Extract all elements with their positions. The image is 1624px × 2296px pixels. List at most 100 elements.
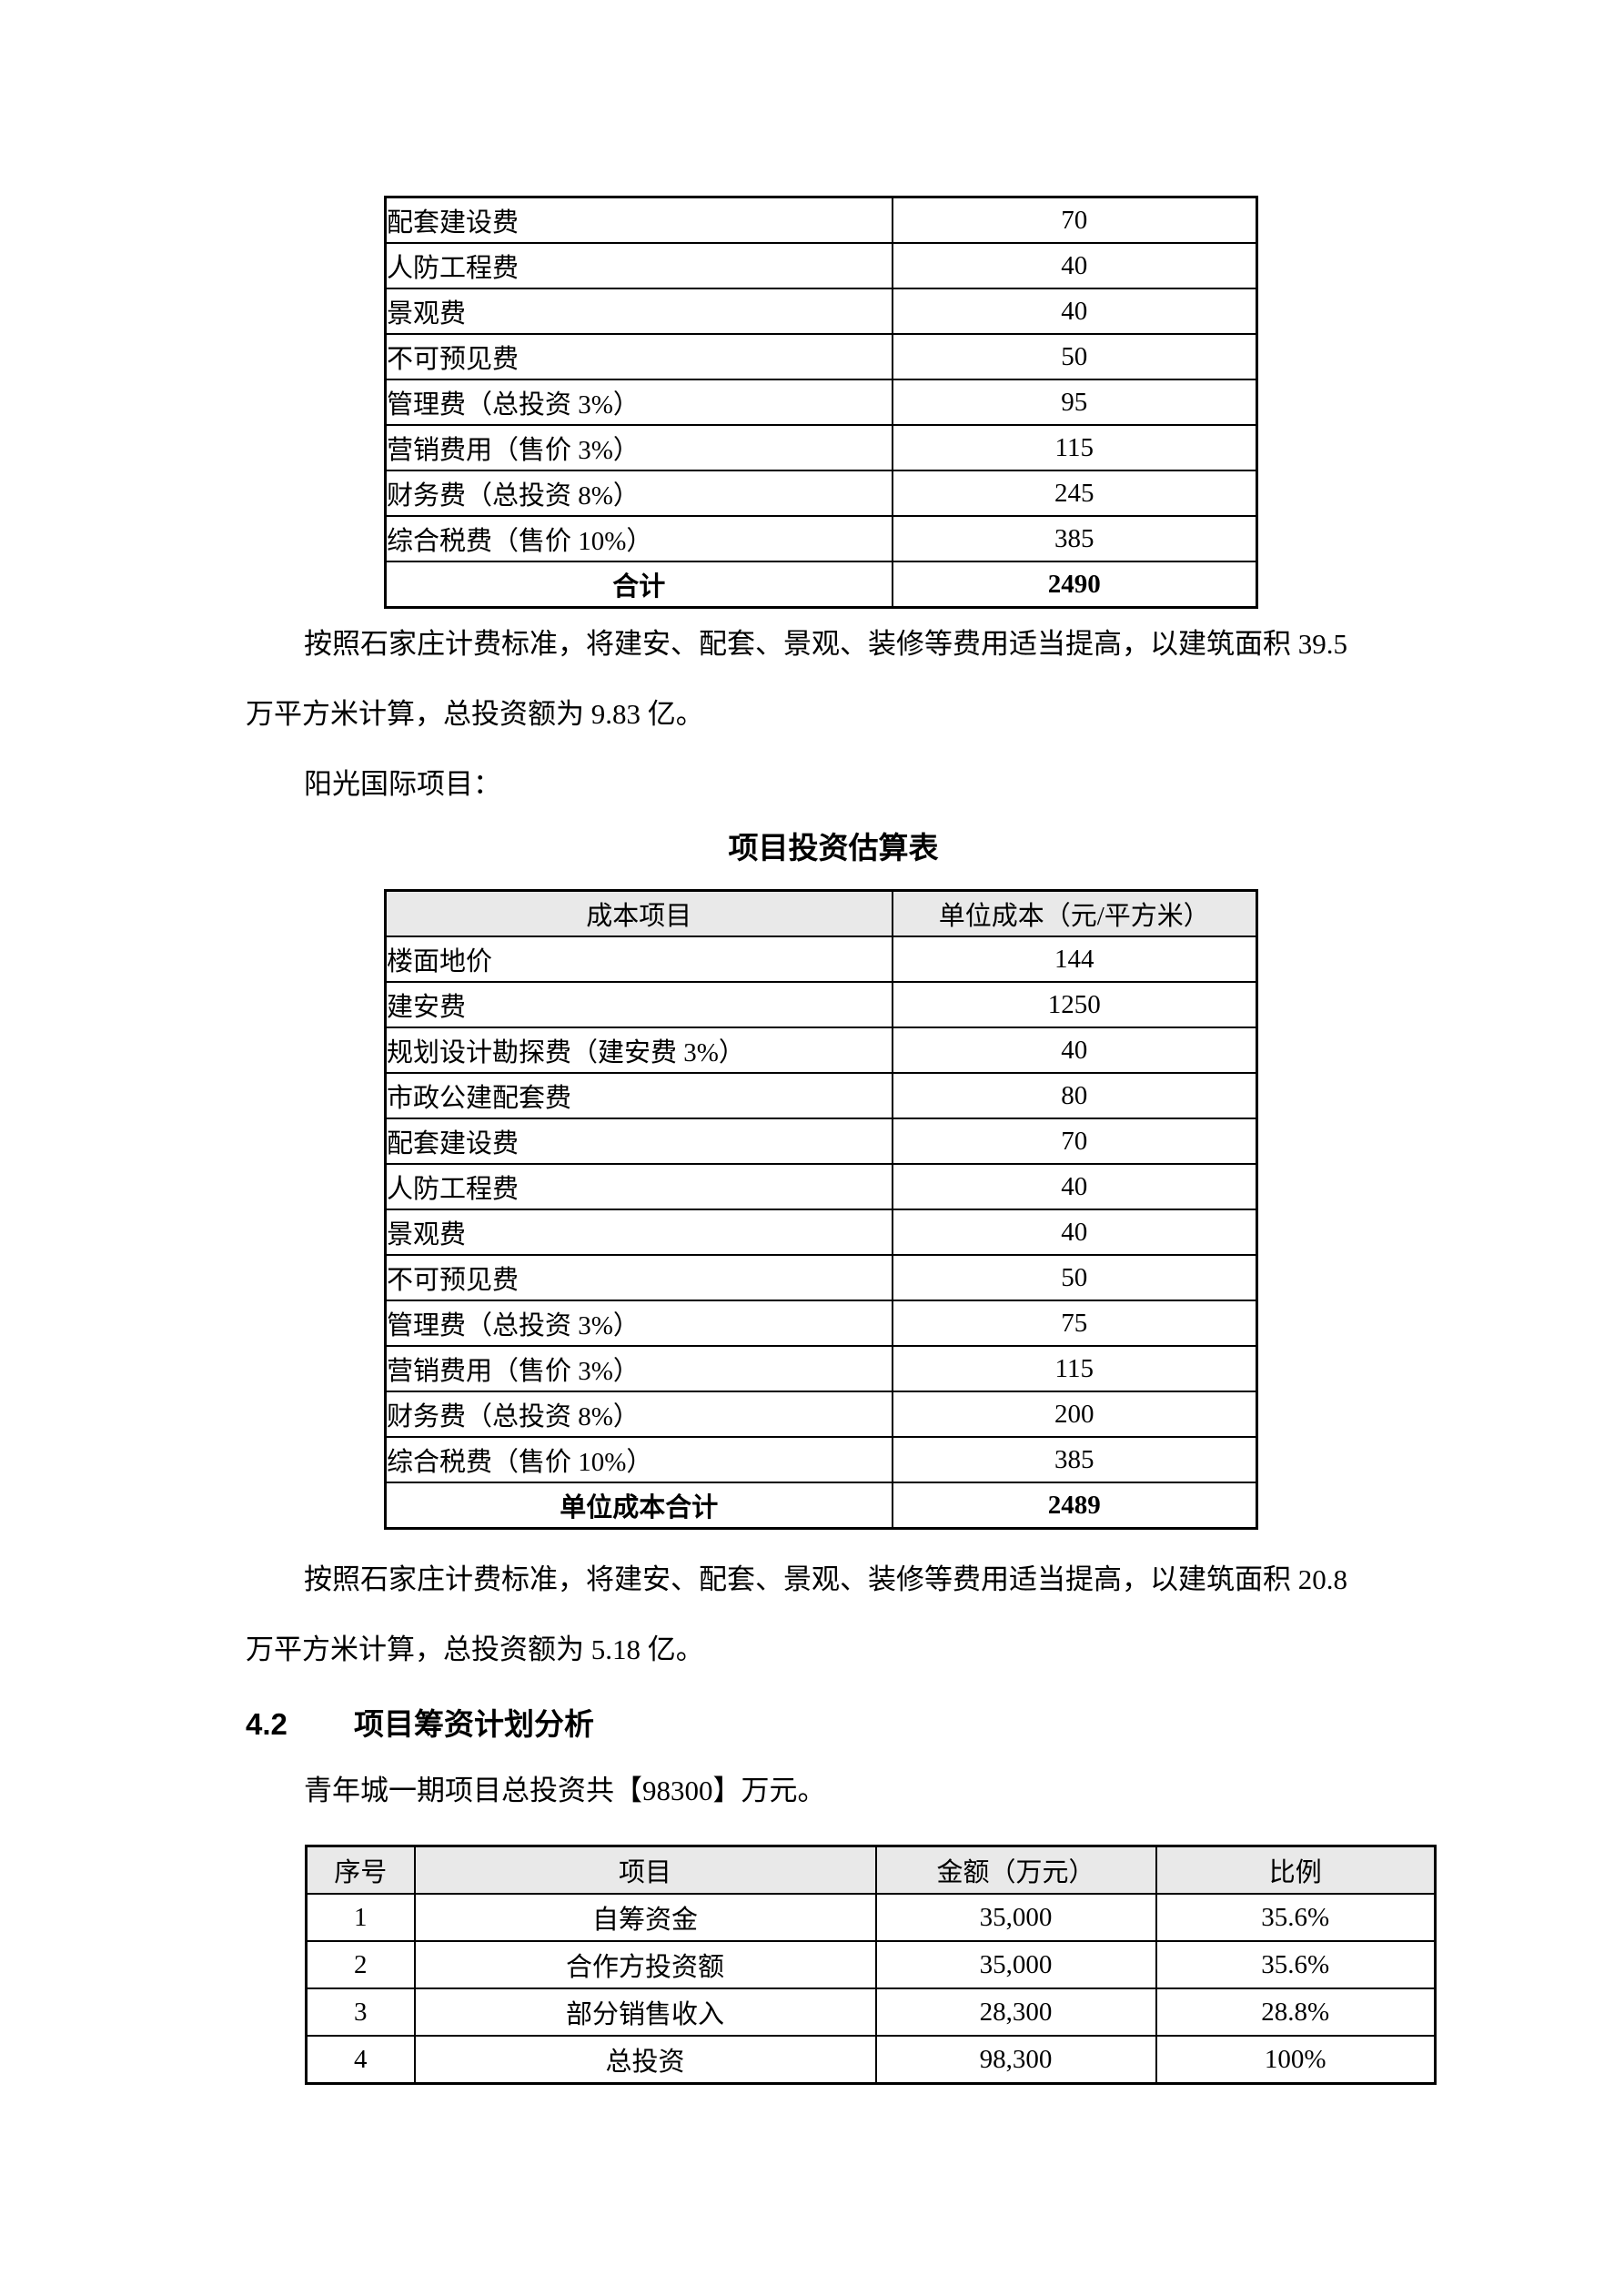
table-header-row: 序号 项目 金额（万元） 比例 [305,1845,1437,1895]
header-cell: 单位成本（元/平方米） [891,889,1258,937]
cost-value-cell: 75 [891,1300,1258,1347]
cost-item-cell: 不可预见费 [384,333,893,380]
table-row: 不可预见费 50 [384,1254,1258,1301]
cost-item-cell: 营销费用（售价 3%） [384,1345,893,1392]
table-row: 管理费（总投资 3%） 75 [384,1300,1258,1347]
ratio-cell: 28.8% [1155,1988,1437,2037]
cost-item-cell: 不可预见费 [384,1254,893,1301]
table-row: 建安费 1250 [384,981,1258,1028]
item-cell: 合作方投资额 [413,1940,877,1989]
cost-value-cell: 40 [891,1209,1258,1256]
paragraph-text: 青年城一期项目总投资共【98300】万元。 [304,1775,826,1806]
header-cell: 比例 [1155,1845,1437,1895]
cost-value-cell: 200 [891,1391,1258,1438]
table-row: 市政公建配套费 80 [384,1072,1258,1119]
row-number-cell: 4 [305,2035,416,2085]
cost-value-cell: 70 [891,196,1258,244]
cost-value-cell: 95 [891,379,1258,426]
paragraph-text: 按照石家庄计费标准，将建安、配套、景观、装修等费用适当提高，以建筑面积 39.5 [304,628,1347,660]
table-row: 财务费（总投资 8%） 245 [384,470,1258,517]
table-total-row: 单位成本合计 2489 [384,1482,1258,1530]
row-number-cell: 3 [305,1988,416,2037]
cost-item-cell: 综合税费（售价 10%） [384,1436,893,1483]
table-title: 项目投资估算表 [728,833,939,865]
table-row: 财务费（总投资 8%） 200 [384,1391,1258,1438]
cost-item-cell: 人防工程费 [384,1163,893,1210]
table-row: 景观费 40 [384,288,1258,335]
table-row: 3 部分销售收入 28,300 28.8% [305,1988,1437,2037]
cost-item-cell: 景观费 [384,288,893,335]
table-total-row: 合计 2490 [384,561,1258,609]
cost-item-cell: 综合税费（售价 10%） [384,515,893,562]
cost-value-cell: 40 [891,242,1258,289]
table-row: 1 自筹资金 35,000 35.6% [305,1893,1437,1942]
cost-item-cell: 管理费（总投资 3%） [384,379,893,426]
amount-cell: 28,300 [874,1988,1157,2037]
cost-estimate-table-yangguang: 成本项目 单位成本（元/平方米） 楼面地价 144 建安费 1250 规划设计勘… [384,889,1258,1530]
table-row: 配套建设费 70 [384,1118,1258,1165]
table-row: 4 总投资 98,300 100% [305,2035,1437,2085]
cost-item-cell: 财务费（总投资 8%） [384,1391,893,1438]
cost-item-cell: 景观费 [384,1209,893,1256]
section-heading: 4.2 项目筹资计划分析 [246,1700,594,1744]
table-row: 不可预见费 50 [384,333,1258,380]
cost-item-cell: 规划设计勘探费（建安费 3%） [384,1027,893,1074]
cost-value-cell: 40 [891,288,1258,335]
table-row: 营销费用（售价 3%） 115 [384,1345,1258,1392]
table-row: 人防工程费 40 [384,242,1258,289]
table-row: 综合税费（售价 10%） 385 [384,515,1258,562]
cost-value-cell: 50 [891,1254,1258,1301]
amount-cell: 35,000 [874,1893,1157,1942]
paragraph-text: 万平方米计算，总投资额为 9.83 亿。 [246,698,704,730]
cost-item-cell: 建安费 [384,981,893,1028]
cost-item-cell: 配套建设费 [384,1118,893,1165]
row-number-cell: 1 [305,1893,416,1942]
amount-cell: 98,300 [874,2035,1157,2085]
table-row: 景观费 40 [384,1209,1258,1256]
funding-plan-table: 序号 项目 金额（万元） 比例 1 自筹资金 35,000 35.6% 2 合作… [305,1845,1437,2085]
cost-value-cell: 385 [891,515,1258,562]
cost-value-cell: 1250 [891,981,1258,1028]
table-row: 规划设计勘探费（建安费 3%） 40 [384,1027,1258,1074]
header-cell: 项目 [413,1845,877,1895]
cost-item-cell: 人防工程费 [384,242,893,289]
item-cell: 总投资 [413,2035,877,2085]
cost-item-cell: 市政公建配套费 [384,1072,893,1119]
item-cell: 部分销售收入 [413,1988,877,2037]
header-cell: 成本项目 [384,889,893,937]
cost-value-cell: 70 [891,1118,1258,1165]
cost-value-cell: 40 [891,1163,1258,1210]
item-cell: 自筹资金 [413,1893,877,1942]
cost-item-cell: 配套建设费 [384,196,893,244]
table-row: 配套建设费 70 [384,196,1258,244]
table-header-row: 成本项目 单位成本（元/平方米） [384,889,1258,937]
cost-item-cell: 营销费用（售价 3%） [384,424,893,471]
cost-item-cell: 财务费（总投资 8%） [384,470,893,517]
total-label-cell: 单位成本合计 [384,1482,893,1530]
total-value-cell: 2489 [891,1482,1258,1530]
header-cell: 序号 [305,1845,416,1895]
paragraph-text: 万平方米计算，总投资额为 5.18 亿。 [246,1633,704,1665]
amount-cell: 35,000 [874,1940,1157,1989]
total-label-cell: 合计 [384,561,893,609]
section-number: 4.2 [246,1707,287,1741]
ratio-cell: 100% [1155,2035,1437,2085]
cost-value-cell: 80 [891,1072,1258,1119]
table-row: 2 合作方投资额 35,000 35.6% [305,1940,1437,1989]
cost-estimate-table-qingnian: 配套建设费 70 人防工程费 40 景观费 40 不可预见费 50 管理费（总投… [384,196,1258,609]
paragraph-text: 阳光国际项目： [304,768,501,800]
row-number-cell: 2 [305,1940,416,1989]
cost-value-cell: 40 [891,1027,1258,1074]
cost-value-cell: 245 [891,470,1258,517]
ratio-cell: 35.6% [1155,1940,1437,1989]
cost-value-cell: 385 [891,1436,1258,1483]
cost-value-cell: 115 [891,424,1258,471]
ratio-cell: 35.6% [1155,1893,1437,1942]
cost-item-cell: 管理费（总投资 3%） [384,1300,893,1347]
cost-item-cell: 楼面地价 [384,936,893,983]
section-title: 项目筹资计划分析 [354,1707,594,1741]
table-row: 楼面地价 144 [384,936,1258,983]
table-row: 人防工程费 40 [384,1163,1258,1210]
total-value-cell: 2490 [891,561,1258,609]
